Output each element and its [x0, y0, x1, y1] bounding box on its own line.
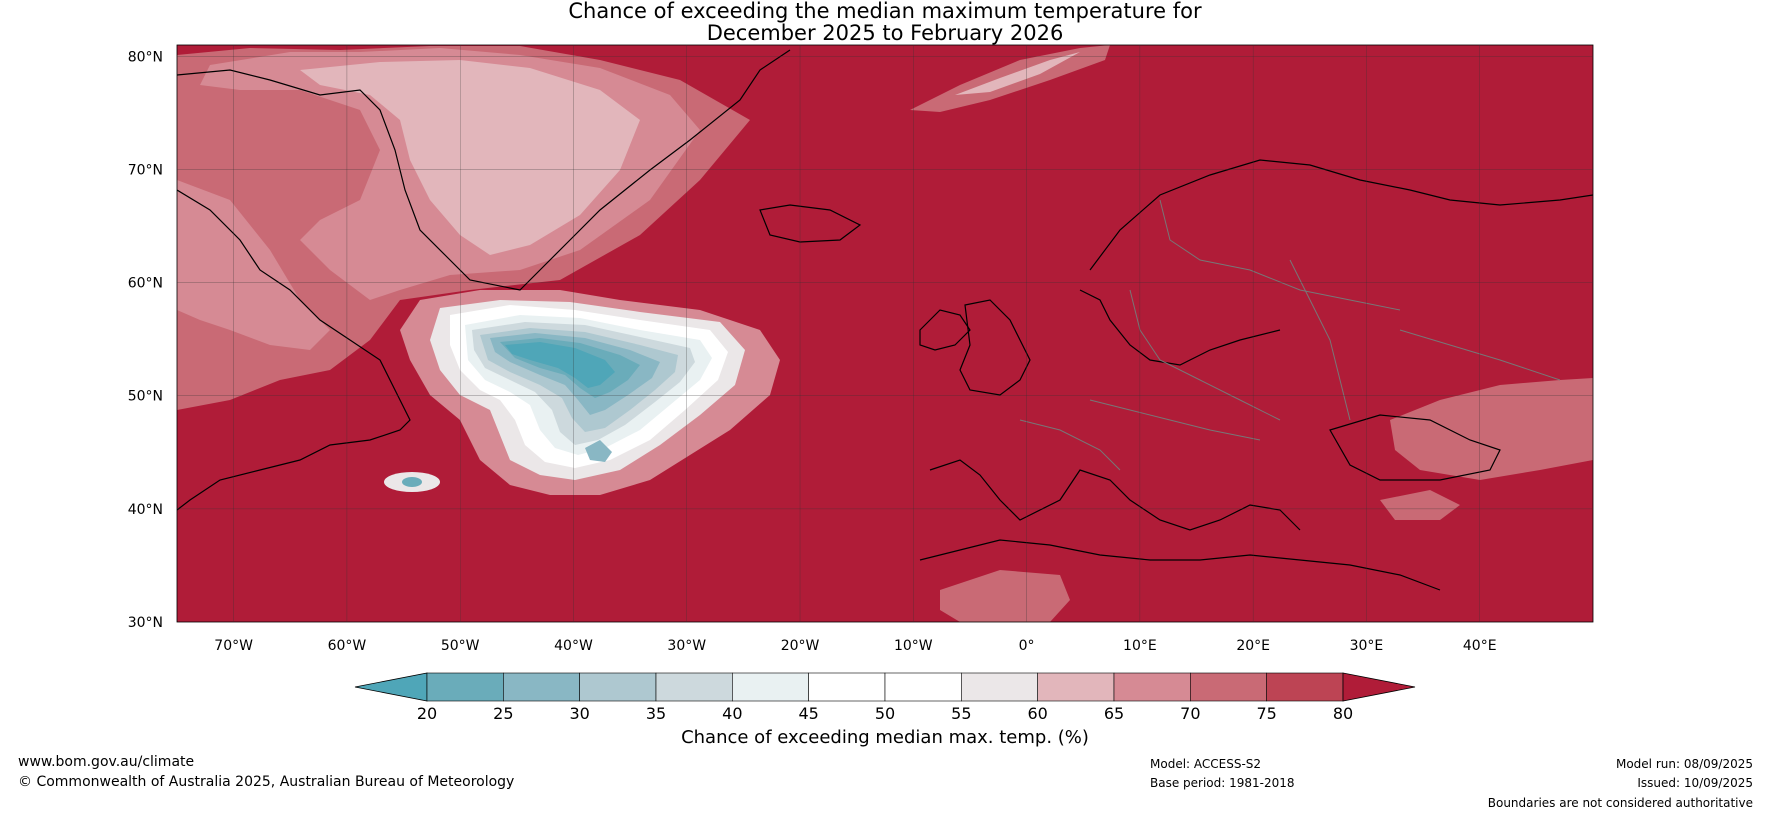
colorbar [354, 672, 1416, 702]
colorbar-tick-label: 55 [951, 704, 971, 723]
colorbar-tick-label: 25 [493, 704, 513, 723]
colorbar-tick-label: 75 [1256, 704, 1276, 723]
graticule [177, 45, 1593, 622]
lon-tick-label: 60°W [328, 638, 367, 654]
country-borders [1019, 199, 1561, 471]
region-below-20-atlantic [505, 342, 615, 388]
colorbar-tick-label: 40 [722, 704, 742, 723]
colorbar-segment [1113, 672, 1191, 702]
lon-tick-label: 10°W [894, 638, 933, 654]
colorbar-tick-labels: 20 25 30 35 40 45 50 55 60 65 70 75 80 [417, 704, 1353, 723]
lon-tick-label: 50°W [441, 638, 480, 654]
lon-tick-label: 10°E [1123, 638, 1157, 654]
website-text: www.bom.gov.au/climate [18, 754, 195, 770]
colorbar-tick-label: 30 [569, 704, 589, 723]
colorbar-segment [884, 672, 962, 702]
map-frame [176, 44, 1594, 623]
map-title-line2: December 2025 to February 2026 [706, 21, 1064, 45]
lat-tick-label: 40°N [128, 502, 163, 518]
issued-text: Issued: 10/09/2025 [1637, 776, 1753, 790]
region-cool-spot-core [402, 477, 422, 487]
lat-tick-label: 50°N [128, 389, 163, 405]
lat-tick-label: 80°N [128, 49, 163, 65]
lat-tick-label: 30°N [128, 615, 163, 631]
colorbar-extend-high [1342, 672, 1416, 702]
region-60-65-labrador [177, 180, 330, 350]
colorbar-extend-low [354, 672, 428, 702]
colorbar-tick-label: 65 [1104, 704, 1124, 723]
lon-tick-label: 70°W [214, 638, 253, 654]
region-25-30-atlantic-south [585, 440, 612, 462]
lon-tick-label: 30°E [1350, 638, 1384, 654]
lon-tick-label: 20°W [781, 638, 820, 654]
map-title-line1: Chance of exceeding the median maximum t… [568, 0, 1202, 23]
colorbar-tick-label: 35 [646, 704, 666, 723]
disclaimer-text: Boundaries are not considered authoritat… [1487, 796, 1753, 810]
lon-tick-label: 20°E [1236, 638, 1270, 654]
colorbar-segment [1190, 672, 1267, 702]
copyright-text: © Commonwealth of Australia 2025, Austra… [18, 774, 515, 790]
region-60-65-greenland [300, 60, 640, 255]
colorbar-tick-label: 70 [1180, 704, 1200, 723]
lat-tick-label: 60°N [128, 276, 163, 292]
colorbar-segment [579, 672, 657, 702]
longitude-labels: 70°W 60°W 50°W 40°W 30°W 20°W 10°W 0° 10°E 20°E 30… [214, 638, 1496, 654]
lon-tick-label: 0° [1019, 638, 1035, 654]
latitude-labels: 80°N 70°N 60°N 50°N 40°N 30°N [128, 49, 163, 631]
colorbar-segment [961, 672, 1038, 702]
region-70-80-north-africa [940, 570, 1070, 622]
colorbar-segment [1266, 672, 1344, 702]
lon-tick-label: 30°W [667, 638, 706, 654]
region-70-80-eastern-europe [1390, 378, 1593, 480]
colorbar-tick-label: 20 [417, 704, 437, 723]
colorbar-segment [655, 672, 733, 702]
colorbar-tick-label: 60 [1027, 704, 1047, 723]
colorbar-tick-label: 45 [798, 704, 818, 723]
region-60-65-arctic [955, 52, 1080, 95]
map-field [177, 45, 1593, 622]
coastlines [177, 49, 1593, 591]
colorbar-segment [732, 672, 809, 702]
lon-tick-label: 40°E [1463, 638, 1497, 654]
model-text: Model: ACCESS-S2 [1150, 757, 1262, 771]
colorbar-label: Chance of exceeding median max. temp. (%… [681, 727, 1089, 748]
lon-tick-label: 40°W [554, 638, 593, 654]
colorbar-segment [426, 672, 504, 702]
colorbar-segment [1037, 672, 1115, 702]
colorbar-segment [808, 672, 886, 702]
colorbar-tick-label: 50 [875, 704, 895, 723]
lat-tick-label: 70°N [128, 162, 163, 178]
model-run-text: Model run: 08/09/2025 [1615, 757, 1753, 771]
colorbar-tick-label: 80 [1333, 704, 1353, 723]
base-period-text: Base period: 1981-2018 [1150, 776, 1295, 790]
colorbar-segment [503, 672, 580, 702]
region-70-80-turkey [1380, 490, 1460, 520]
